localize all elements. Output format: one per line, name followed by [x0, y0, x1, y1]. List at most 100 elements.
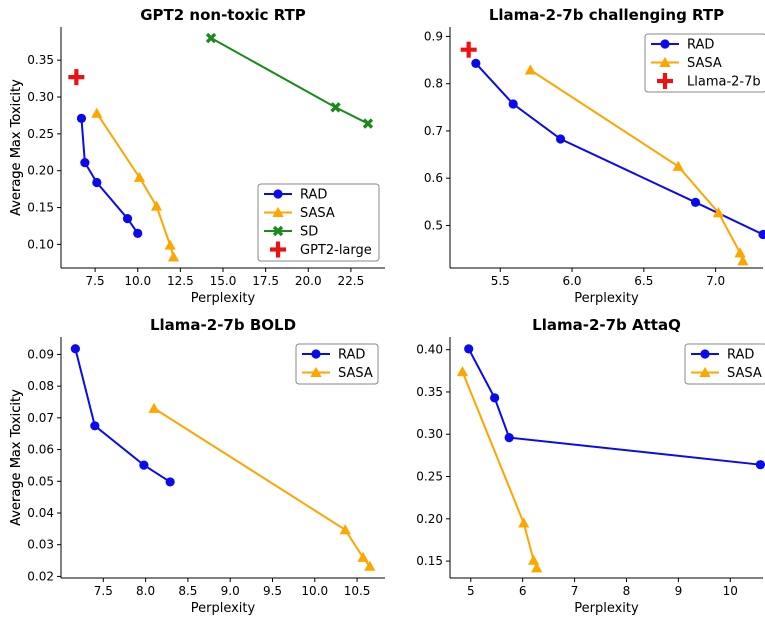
- data-point: [755, 460, 765, 470]
- series-llama-2-7b: [460, 41, 477, 58]
- y-tick-label: 0.04: [27, 506, 54, 520]
- legend-marker: [272, 206, 284, 217]
- legend-box: [257, 183, 380, 262]
- data-point: [70, 344, 80, 354]
- y-axis-label: Average Max Toxicity: [9, 79, 24, 216]
- series-line: [461, 371, 538, 569]
- series-rad: [70, 344, 175, 487]
- x-tick-label: 7.5: [86, 274, 105, 288]
- y-axis-label: Average Max Toxicity: [9, 389, 24, 526]
- data-point: [133, 171, 146, 182]
- legend-label: GPT2-large: [300, 243, 372, 258]
- x-tick-label: 9: [675, 584, 683, 598]
- series-sasa: [524, 64, 749, 266]
- y-tick-label: 0.15: [27, 201, 54, 215]
- series-sasa: [148, 402, 376, 571]
- y-tick-label: 0.07: [27, 411, 54, 425]
- y-tick-label: 0.5: [424, 218, 443, 232]
- x-tick-label: 7: [571, 584, 579, 598]
- data-point: [165, 477, 175, 487]
- x-tick-label: 10.0: [124, 274, 151, 288]
- y-tick-label: 0.6: [424, 171, 443, 185]
- legend: RAD SASA Llama-2-7b: [644, 33, 765, 93]
- y-axis-label: Average Max Toxicity: [9, 79, 24, 216]
- data-point: [518, 517, 530, 528]
- x-tick-label: 10.5: [344, 584, 371, 598]
- y-tick-label: 0.30: [27, 90, 54, 104]
- legend-label: SASA: [300, 206, 335, 221]
- y-tick-label: 0.40: [416, 343, 443, 357]
- data-point: [139, 460, 149, 470]
- chart-panel-1: GPT2 non-toxic RTP 7.5 10.0 12.5 15.0 17.5 20.…: [9, 6, 385, 306]
- series-sd: [205, 32, 374, 129]
- series-line: [153, 407, 371, 567]
- x-tick-label: 12.5: [167, 274, 194, 288]
- chart-panel-2: Llama-2-7b challenging RTP 5.5 6.0 6.5 7.0 0.…: [9, 6, 765, 306]
- data-point: [90, 421, 100, 431]
- legend-label: SASA: [687, 56, 722, 71]
- legend-label: Llama-2-7b: [687, 75, 761, 90]
- y-tick-label: 0.20: [27, 164, 54, 178]
- y-tick-label: 0.05: [27, 474, 54, 488]
- x-tick-label: 15.0: [210, 274, 237, 288]
- data-point: [456, 366, 469, 377]
- legend: RAD SASA SD GPT2-large: [257, 183, 380, 262]
- y-tick-label: 0.02: [27, 569, 54, 583]
- chart-title: GPT2 non-toxic RTP: [140, 6, 306, 24]
- legend-label: RAD: [727, 348, 754, 363]
- y-tick-label: 0.25: [27, 127, 54, 141]
- legend-marker: [311, 349, 321, 359]
- y-tick-label: 0.25: [416, 470, 443, 484]
- data-point: [364, 560, 376, 571]
- legend-marker: [272, 225, 284, 237]
- x-tick-label: 6.0: [562, 274, 581, 288]
- x-axis-label: Perplexity: [574, 601, 639, 616]
- chart-title: Llama-2-7b challenging RTP: [489, 6, 724, 24]
- data-point: [122, 214, 133, 224]
- legend-box: [644, 33, 765, 93]
- data-point: [330, 102, 341, 113]
- data-point: [164, 239, 176, 250]
- x-tick-label: 9.0: [221, 584, 240, 598]
- data-point: [712, 207, 725, 218]
- data-point: [205, 32, 217, 44]
- x-tick-label: 5: [467, 584, 475, 598]
- data-point: [531, 562, 543, 573]
- y-tick-label: 0.08: [27, 379, 54, 393]
- data-point: [734, 247, 746, 258]
- y-tick-label: 0.7: [424, 124, 443, 138]
- data-point: [460, 41, 477, 58]
- series-rad: [464, 344, 765, 470]
- x-tick-label: 8.0: [136, 584, 155, 598]
- x-tick-label: 8.5: [178, 584, 197, 598]
- legend-label: SASA: [727, 366, 762, 381]
- y-tick-label: 0.15: [416, 554, 443, 568]
- y-tick-label: 0.35: [27, 53, 54, 67]
- x-tick-label: 17.5: [252, 274, 279, 288]
- data-point: [508, 99, 518, 109]
- data-point: [690, 197, 701, 207]
- data-point: [76, 113, 87, 123]
- data-point: [737, 255, 749, 266]
- series-gpt2-large: [68, 69, 85, 86]
- data-point: [80, 158, 90, 168]
- legend-marker: [657, 73, 673, 89]
- legend-marker: [270, 241, 286, 258]
- y-tick-label: 0.35: [416, 385, 443, 399]
- series-line: [210, 37, 369, 125]
- y-tick-label: 0.20: [416, 512, 443, 526]
- legend-marker: [310, 366, 322, 377]
- x-tick-label: 5.5: [491, 274, 510, 288]
- x-tick-label: 6: [519, 584, 527, 598]
- legend: RAD SASA: [684, 343, 765, 385]
- x-axis-label: Perplexity: [191, 601, 256, 616]
- data-point: [91, 107, 103, 118]
- legend: RAD SASA: [295, 343, 379, 385]
- data-point: [357, 551, 369, 562]
- legend-label: RAD: [300, 188, 327, 203]
- data-point: [150, 200, 163, 211]
- data-point: [758, 229, 765, 240]
- data-point: [167, 251, 180, 262]
- y-tick-label: 0.09: [27, 347, 54, 361]
- legend-marker: [659, 56, 671, 67]
